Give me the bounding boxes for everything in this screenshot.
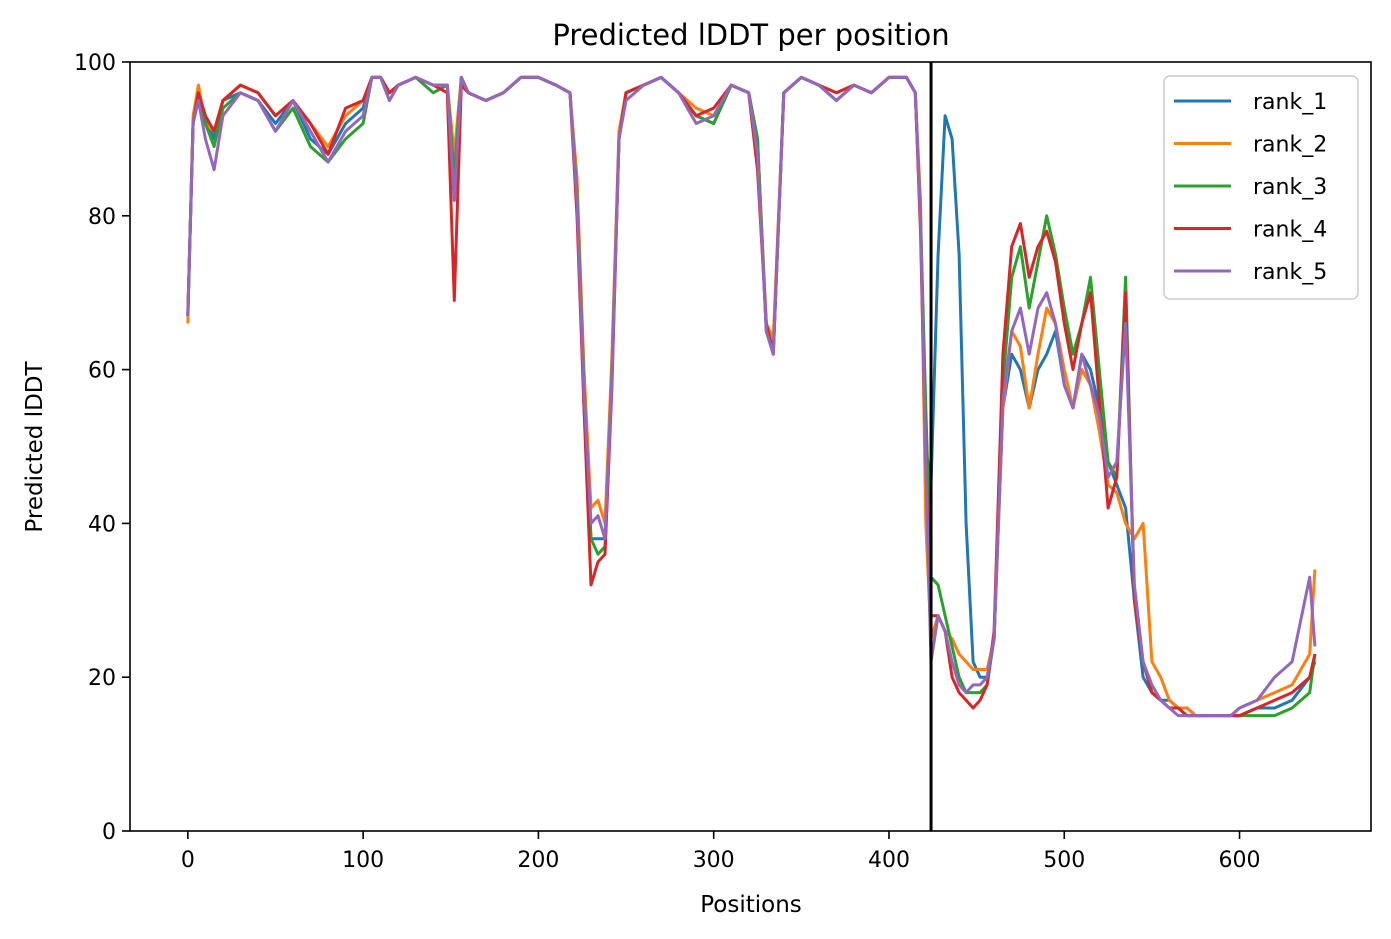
- legend-label-rank_5: rank_5: [1253, 260, 1327, 285]
- x-axis-label: Positions: [700, 892, 802, 918]
- y-axis: 0 20 40 60 80 100: [74, 51, 130, 845]
- x-tick-label: 100: [342, 848, 384, 873]
- plot-area: [129, 61, 1372, 832]
- series-line-rank_2: [186, 75, 1317, 718]
- series-line-rank_3: [186, 75, 1317, 718]
- chart-title: Predicted lDDT per position: [552, 18, 949, 52]
- y-tick-label: 100: [74, 51, 116, 76]
- y-tick-label: 40: [88, 512, 116, 537]
- x-tick-label: 500: [1043, 848, 1085, 873]
- y-tick-label: 60: [88, 359, 116, 384]
- legend-label-rank_1: rank_1: [1253, 90, 1327, 115]
- x-tick-label: 600: [1219, 848, 1261, 873]
- x-tick-label: 200: [517, 848, 559, 873]
- y-tick-label: 80: [88, 205, 116, 230]
- series-line-rank_4: [186, 75, 1317, 718]
- y-tick-label: 20: [88, 666, 116, 691]
- series-line-rank_1: [186, 75, 1317, 718]
- series-line-rank_5: [186, 75, 1317, 718]
- x-axis: 0 100 200 300 400 500 600: [181, 831, 1261, 873]
- legend-label-rank_4: rank_4: [1253, 218, 1327, 243]
- legend-label-rank_3: rank_3: [1253, 175, 1327, 200]
- x-tick-label: 0: [181, 848, 195, 873]
- plot-frame: [129, 61, 1372, 832]
- legend: rank_1 rank_2 rank_3 rank_4 rank_5: [1163, 75, 1359, 300]
- legend-box: [1163, 75, 1359, 300]
- legend-label-rank_2: rank_2: [1253, 133, 1327, 158]
- series-group: [186, 75, 1317, 718]
- x-tick-label: 300: [693, 848, 735, 873]
- x-tick-label: 400: [868, 848, 910, 873]
- y-axis-label: Predicted lDDT: [22, 360, 48, 532]
- y-tick-label: 0: [102, 820, 116, 845]
